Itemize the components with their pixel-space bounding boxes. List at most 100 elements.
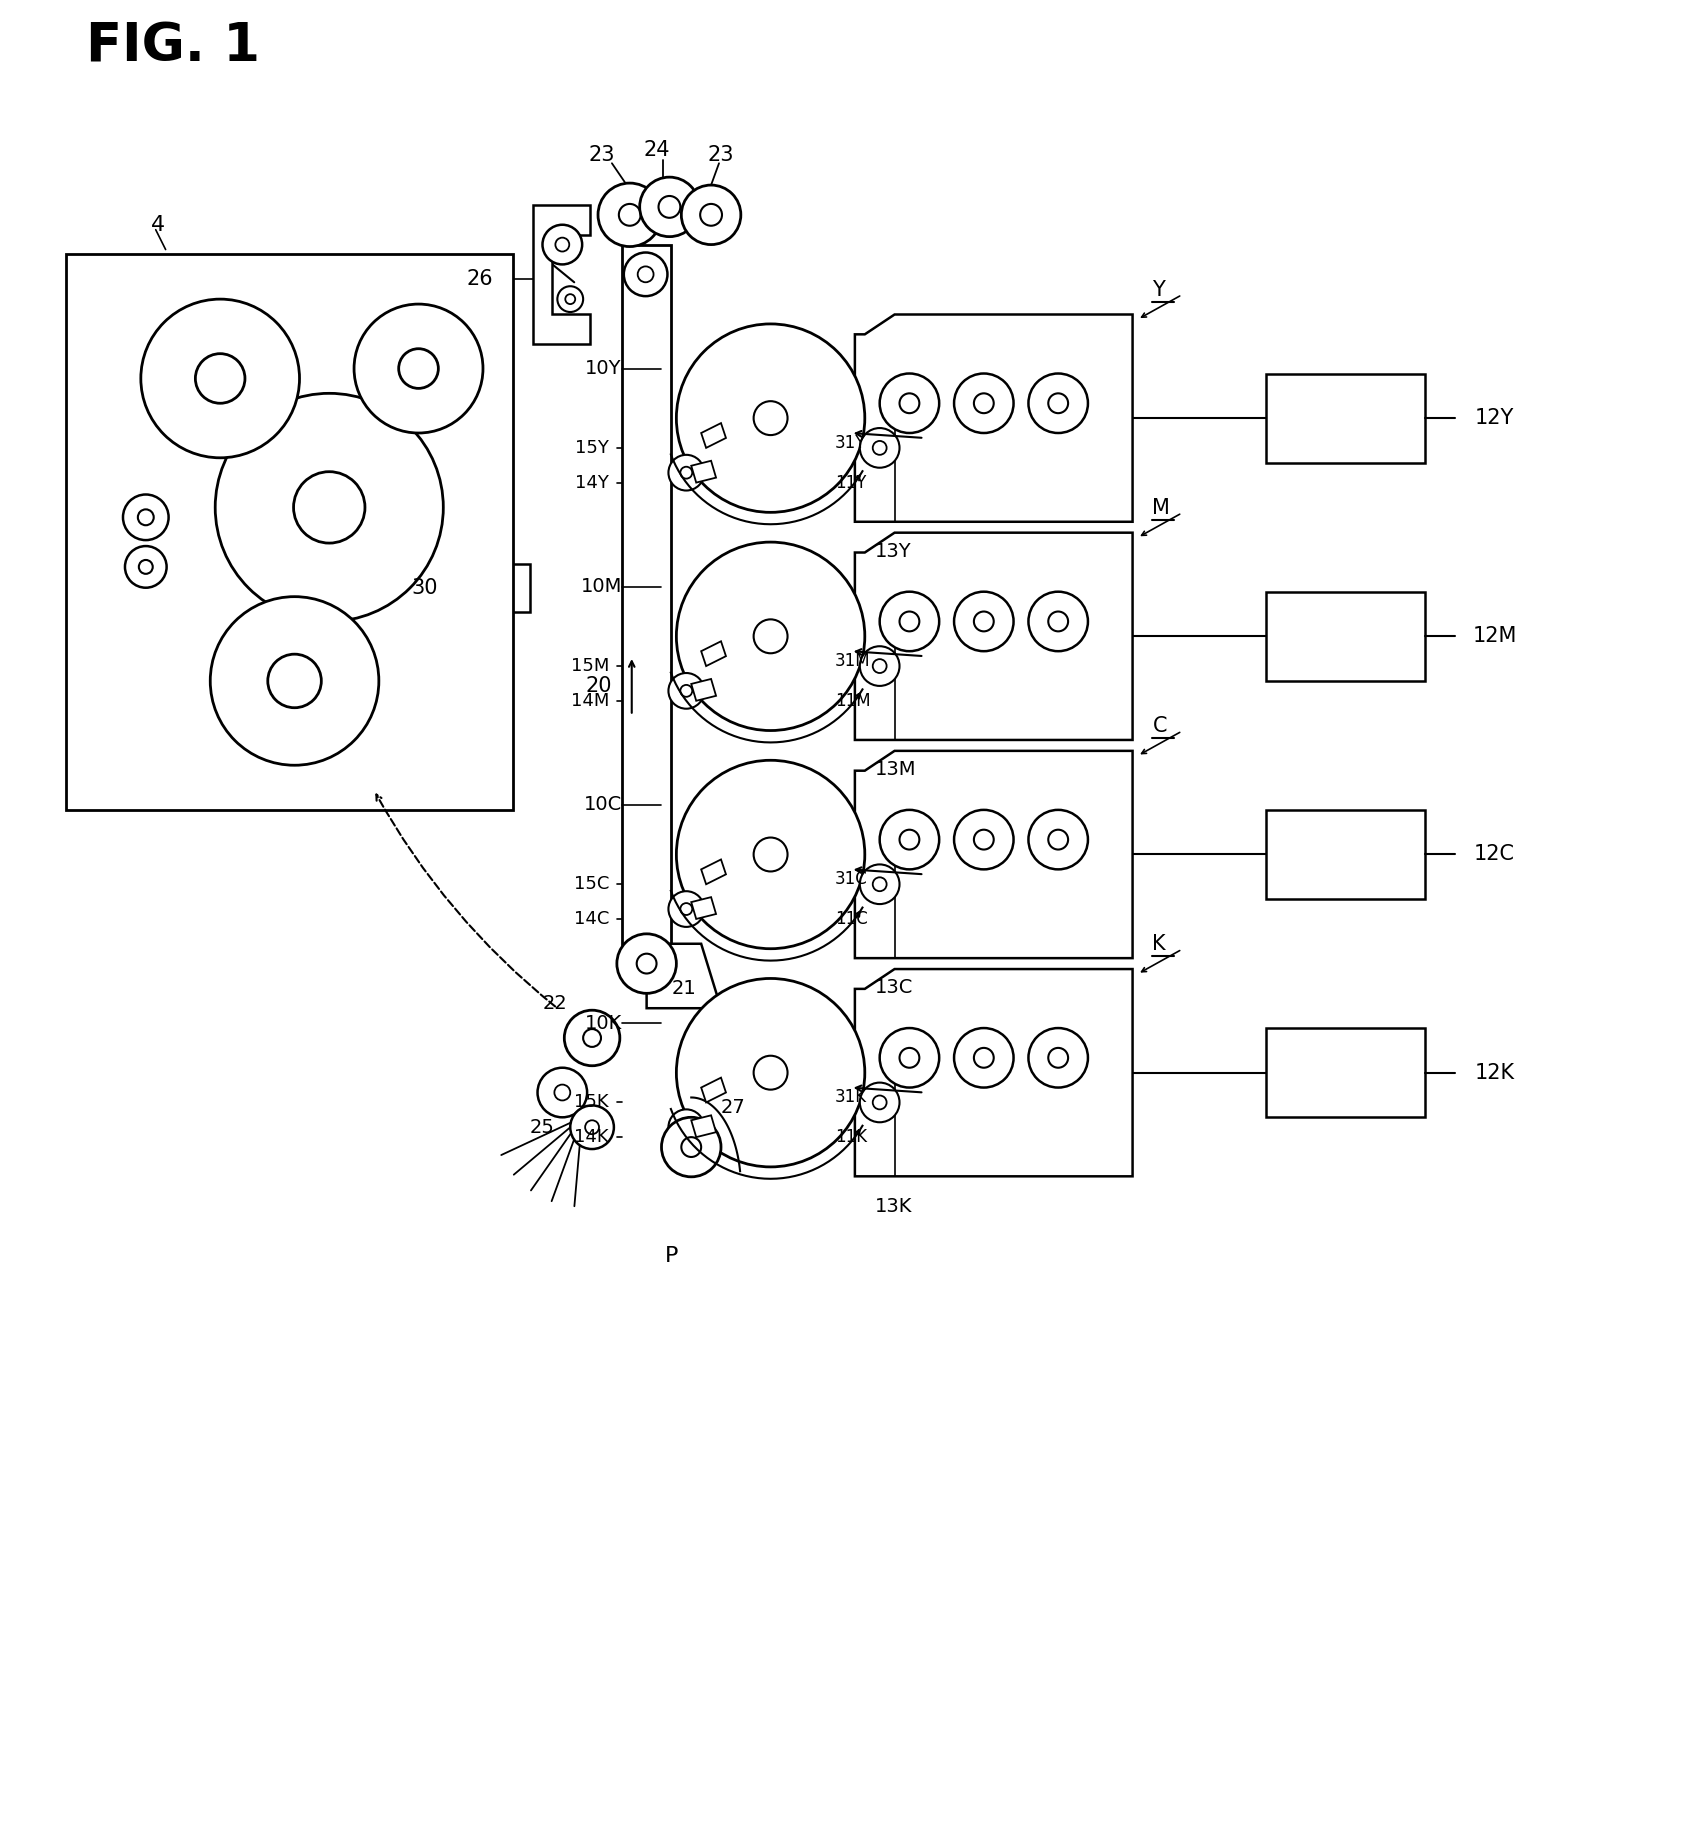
Text: 13Y: 13Y (875, 541, 912, 562)
Text: 31Y: 31Y (834, 433, 866, 452)
Circle shape (873, 878, 886, 891)
Circle shape (974, 830, 994, 849)
Circle shape (860, 865, 900, 904)
Circle shape (215, 393, 444, 622)
Circle shape (954, 593, 1014, 651)
Circle shape (754, 838, 787, 871)
Text: 20: 20 (585, 677, 612, 695)
Text: C: C (1152, 717, 1167, 735)
Circle shape (681, 185, 740, 245)
Circle shape (680, 466, 693, 479)
Circle shape (570, 1105, 614, 1149)
Circle shape (676, 324, 865, 512)
Text: 15M: 15M (570, 657, 609, 675)
Circle shape (668, 673, 705, 708)
Circle shape (267, 655, 321, 708)
Circle shape (860, 1083, 900, 1123)
Polygon shape (854, 315, 1132, 521)
Bar (1267, 593, 1425, 680)
Circle shape (624, 252, 668, 296)
Text: 4: 4 (151, 214, 165, 234)
Circle shape (543, 225, 582, 265)
Text: 11M: 11M (834, 691, 871, 710)
Circle shape (860, 428, 900, 468)
Circle shape (754, 1055, 787, 1090)
Circle shape (140, 560, 153, 574)
Polygon shape (854, 752, 1132, 958)
Circle shape (860, 646, 900, 686)
Circle shape (873, 441, 886, 455)
Text: 31M: 31M (834, 653, 871, 669)
Circle shape (619, 203, 641, 225)
Circle shape (637, 953, 656, 973)
Text: 13K: 13K (875, 1196, 912, 1216)
Text: 10M: 10M (580, 578, 622, 596)
Circle shape (1048, 393, 1068, 413)
Polygon shape (691, 461, 717, 483)
Circle shape (399, 349, 439, 388)
Text: 31C: 31C (834, 871, 868, 889)
Circle shape (700, 203, 722, 225)
Text: 14K: 14K (574, 1128, 609, 1147)
Text: 15C: 15C (574, 876, 609, 893)
Bar (622, 245, 671, 944)
Text: P: P (664, 1246, 678, 1266)
Circle shape (954, 810, 1014, 869)
Circle shape (754, 620, 787, 653)
Circle shape (1028, 373, 1088, 433)
Circle shape (680, 684, 693, 697)
Bar (1267, 810, 1425, 900)
Circle shape (900, 1048, 920, 1068)
Polygon shape (691, 679, 717, 701)
Polygon shape (701, 860, 727, 883)
Bar (394, 315, 419, 338)
Text: 15Y: 15Y (575, 439, 609, 457)
Text: 12M: 12M (1472, 626, 1517, 646)
Text: 31K: 31K (834, 1088, 868, 1107)
Text: 10K: 10K (585, 1013, 622, 1033)
Text: 12K: 12K (1475, 1063, 1514, 1083)
Circle shape (668, 891, 705, 927)
Circle shape (676, 979, 865, 1167)
Bar (1267, 1028, 1425, 1118)
Circle shape (880, 593, 939, 651)
Text: 14C: 14C (574, 911, 609, 927)
Text: 10C: 10C (584, 796, 622, 814)
Circle shape (900, 393, 920, 413)
Circle shape (585, 1121, 599, 1134)
Text: 14Y: 14Y (575, 474, 609, 492)
Text: 12Y: 12Y (1475, 408, 1514, 428)
Text: 13M: 13M (875, 761, 917, 779)
Bar (458, 563, 530, 611)
Circle shape (873, 1096, 886, 1110)
Text: 21: 21 (671, 979, 696, 999)
Circle shape (974, 393, 994, 413)
Text: 22: 22 (543, 993, 567, 1013)
Circle shape (617, 935, 676, 993)
Text: 11C: 11C (834, 911, 868, 927)
Circle shape (676, 761, 865, 949)
Circle shape (557, 285, 584, 313)
Circle shape (565, 294, 575, 304)
Circle shape (124, 547, 167, 587)
Circle shape (639, 177, 700, 236)
Circle shape (1048, 611, 1068, 631)
Circle shape (584, 1030, 600, 1046)
Polygon shape (691, 1116, 717, 1138)
Circle shape (659, 196, 680, 218)
Text: 10Y: 10Y (585, 358, 622, 379)
Circle shape (661, 1118, 722, 1176)
Text: FIG. 1: FIG. 1 (86, 20, 261, 71)
Polygon shape (701, 1077, 727, 1103)
Circle shape (294, 472, 365, 543)
Circle shape (668, 1110, 705, 1145)
Circle shape (974, 611, 994, 631)
Text: M: M (1152, 497, 1171, 518)
Circle shape (880, 1028, 939, 1088)
Text: 23: 23 (708, 144, 735, 165)
Bar (259, 711, 281, 735)
Text: 11Y: 11Y (834, 474, 866, 492)
Circle shape (123, 494, 168, 540)
Circle shape (880, 810, 939, 869)
Polygon shape (691, 898, 717, 918)
